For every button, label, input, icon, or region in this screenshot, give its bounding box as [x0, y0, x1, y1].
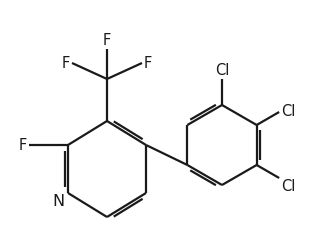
Text: N: N [53, 194, 65, 209]
Text: Cl: Cl [215, 63, 229, 78]
Text: F: F [19, 138, 27, 153]
Text: F: F [144, 55, 152, 71]
Text: Cl: Cl [281, 179, 295, 194]
Text: Cl: Cl [281, 103, 295, 119]
Text: F: F [103, 33, 111, 48]
Text: F: F [62, 55, 70, 71]
